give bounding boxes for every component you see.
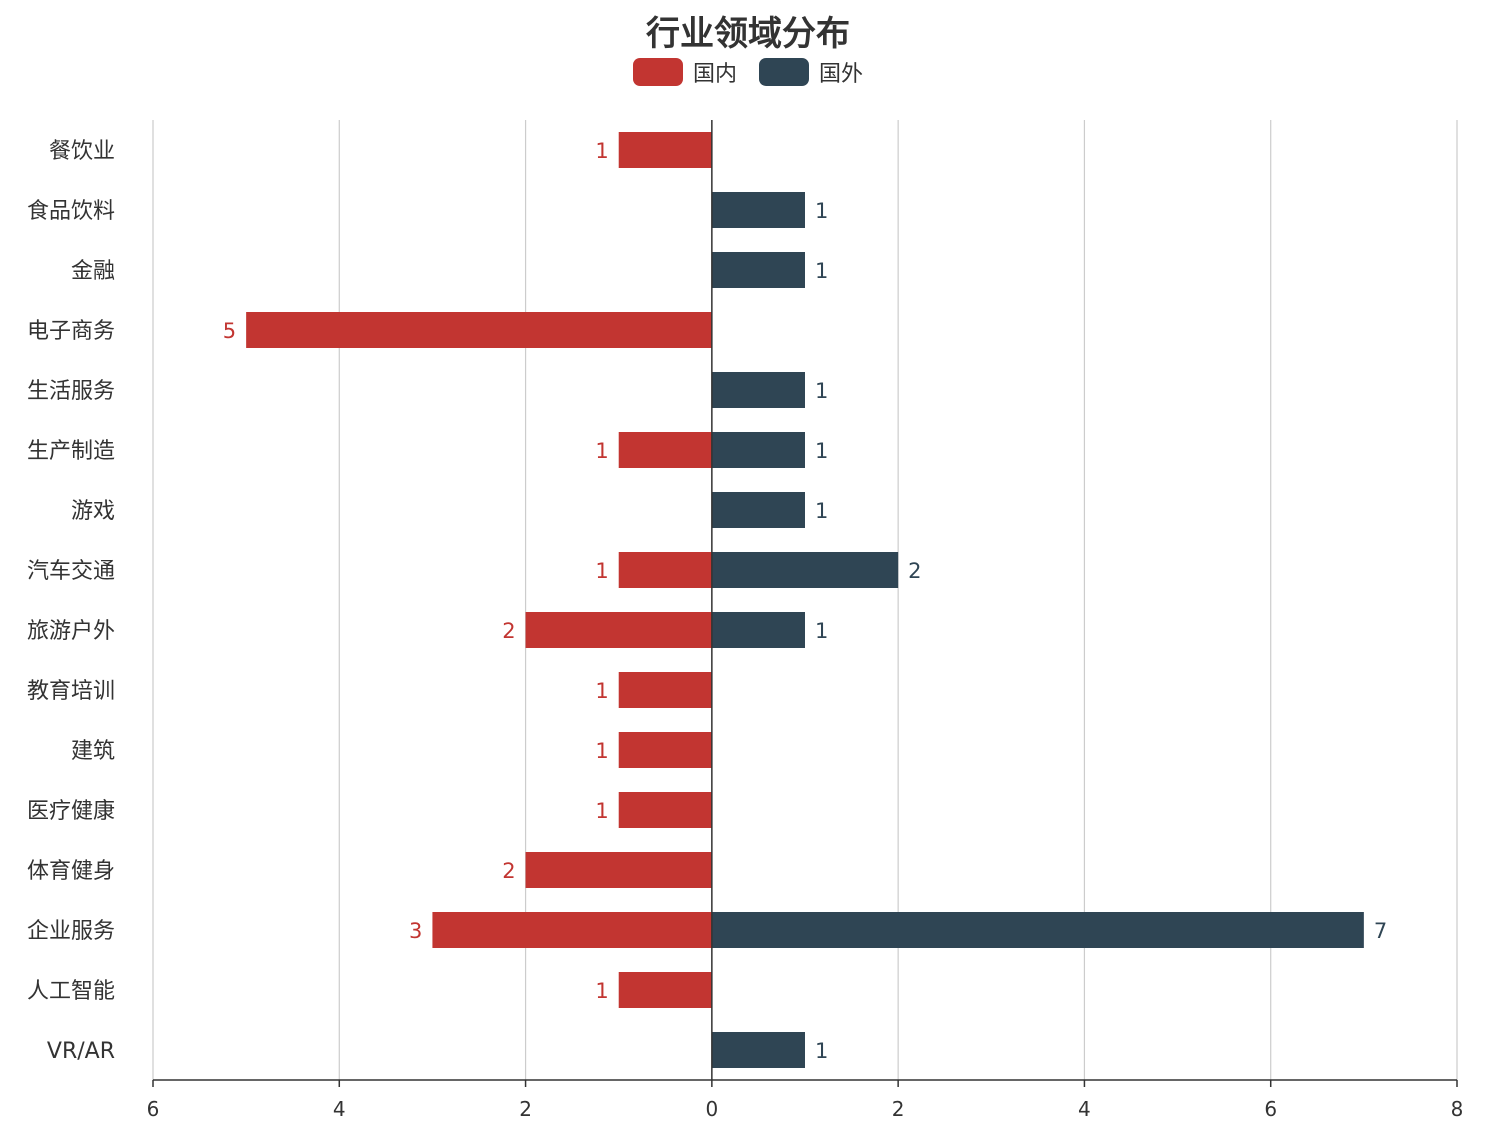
category-label-6: 游戏 (71, 499, 115, 524)
bar-label-foreign-7: 2 (908, 559, 921, 583)
category-label-3: 电子商务 (27, 319, 115, 344)
bar-domestic-14 (618, 972, 712, 1008)
category-label-9: 教育培训 (27, 679, 115, 704)
x-tick-label-1: 4 (333, 1097, 346, 1121)
category-label-2: 金融 (71, 259, 115, 284)
category-label-5: 生产制造 (27, 439, 115, 464)
bar-domestic-0 (618, 132, 712, 168)
legend-swatch-foreign (759, 58, 809, 86)
x-tick-label-2: 2 (519, 1097, 532, 1121)
x-tick-label-0: 6 (147, 1097, 160, 1121)
bar-label-domestic-3: 5 (223, 319, 236, 343)
bar-label-domestic-13: 3 (409, 919, 422, 943)
bar-label-domestic-8: 2 (502, 619, 515, 643)
bar-label-foreign-4: 1 (815, 379, 828, 403)
category-label-14: 人工智能 (27, 979, 115, 1004)
bar-label-foreign-8: 1 (815, 619, 828, 643)
bar-foreign-7 (711, 552, 899, 588)
bar-domestic-8 (525, 612, 712, 648)
bar-foreign-6 (711, 492, 805, 528)
bar-label-domestic-10: 1 (595, 739, 608, 763)
bar-label-domestic-14: 1 (595, 979, 608, 1003)
bar-domestic-9 (618, 672, 712, 708)
category-label-4: 生活服务 (27, 379, 115, 404)
category-label-12: 体育健身 (27, 859, 115, 884)
category-label-10: 建筑 (71, 739, 115, 764)
bar-label-foreign-13: 7 (1374, 919, 1387, 943)
bar-label-domestic-12: 2 (502, 859, 515, 883)
bar-label-foreign-6: 1 (815, 499, 828, 523)
x-tick-label-3: 0 (705, 1097, 718, 1121)
bar-foreign-15 (711, 1032, 805, 1068)
category-label-1: 食品饮料 (27, 199, 115, 224)
legend-swatch-domestic (632, 58, 683, 86)
bar-label-foreign-15: 1 (815, 1039, 828, 1063)
category-label-13: 企业服务 (27, 919, 115, 944)
legend-label-foreign: 国外 (819, 62, 864, 87)
x-tick-label-4: 2 (892, 1097, 905, 1121)
bar-label-foreign-5: 1 (815, 439, 828, 463)
category-label-11: 医疗健康 (27, 799, 115, 824)
legend: 国内 国外 (0, 56, 1496, 88)
bar-domestic-13 (432, 912, 712, 948)
x-tick-label-6: 6 (1264, 1097, 1277, 1121)
bar-domestic-10 (618, 732, 712, 768)
bar-domestic-11 (618, 792, 712, 828)
category-label-8: 旅游户外 (27, 619, 115, 644)
bar-domestic-7 (618, 552, 712, 588)
category-label-0: 餐饮业 (49, 139, 115, 164)
chart-title: 行业领域分布 (646, 14, 850, 54)
legend-item-foreign[interactable]: 国外 (759, 56, 863, 88)
bar-label-domestic-9: 1 (595, 679, 608, 703)
bar-foreign-1 (711, 192, 805, 228)
bar-label-domestic-5: 1 (595, 439, 608, 463)
category-label-7: 汽车交通 (27, 559, 115, 584)
bar-foreign-13 (711, 912, 1364, 948)
legend-label-domestic: 国内 (692, 62, 737, 87)
x-tick-label-5: 4 (1078, 1097, 1091, 1121)
bar-domestic-5 (618, 432, 712, 468)
bar-foreign-5 (711, 432, 805, 468)
bar-foreign-2 (711, 252, 805, 288)
bar-label-domestic-7: 1 (595, 559, 608, 583)
category-label-15: VR/AR (47, 1039, 115, 1064)
bar-foreign-4 (711, 372, 805, 408)
bar-label-foreign-1: 1 (815, 199, 828, 223)
bar-domestic-3 (246, 312, 712, 348)
bar-domestic-12 (525, 852, 712, 888)
bar-label-domestic-11: 1 (595, 799, 608, 823)
bar-foreign-8 (711, 612, 805, 648)
bar-label-domestic-0: 1 (595, 139, 608, 163)
legend-item-domestic[interactable]: 国内 (632, 56, 737, 88)
x-tick-label-7: 8 (1451, 1097, 1464, 1121)
bar-label-foreign-2: 1 (815, 259, 828, 283)
